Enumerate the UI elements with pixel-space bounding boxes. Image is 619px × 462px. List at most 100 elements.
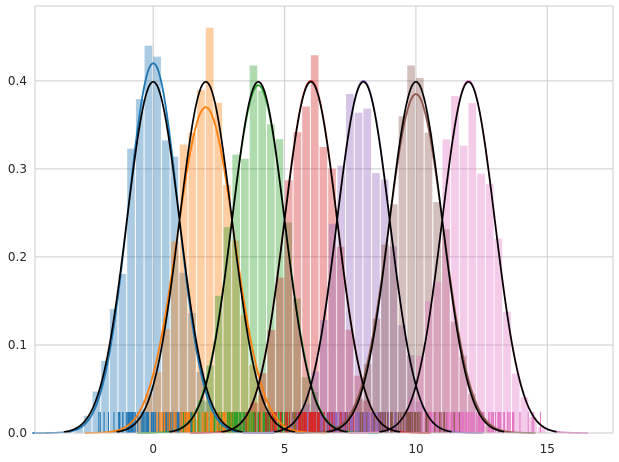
histogram-bar: [345, 329, 354, 433]
histogram-bar: [92, 391, 101, 433]
histogram-bar: [197, 89, 205, 433]
histogram-bar: [276, 277, 284, 433]
x-tick-label: 15: [540, 442, 555, 456]
histogram-bar: [372, 173, 380, 433]
histogram-bar: [249, 65, 258, 433]
histogram-bar: [266, 124, 275, 433]
histogram-bar: [293, 132, 302, 433]
histogram-bar: [389, 204, 398, 433]
kde-curve: [32, 62, 275, 434]
histogram-bar: [450, 321, 459, 433]
histogram-bar: [240, 315, 249, 433]
normal-pdf-curve: [168, 80, 348, 433]
histogram-bar: [389, 246, 398, 433]
histogram-bar: [267, 329, 276, 433]
histogram-bar: [310, 55, 319, 434]
histogram-bar: [433, 202, 441, 433]
histogram-bar: [258, 90, 266, 433]
histogram-bar: [354, 112, 363, 433]
histogram-bar: [416, 355, 425, 433]
histogram-bar: [459, 355, 467, 433]
histogram-bar: [101, 360, 109, 433]
histogram-bar: [205, 27, 214, 433]
histogram-bar: [188, 132, 197, 433]
histogram-bar: [381, 244, 389, 433]
histogram-bar: [75, 426, 83, 433]
kde-curve: [84, 106, 327, 434]
histogram-bar: [118, 273, 127, 433]
normal-pdf-curves: [63, 80, 557, 433]
histogram-bar: [232, 154, 240, 433]
y-tick-label: 0.4: [8, 74, 27, 88]
y-tick-label: 0.3: [8, 162, 27, 176]
histogram-bar: [205, 401, 213, 433]
histogram-bar: [398, 116, 407, 433]
histogram-bar: [161, 140, 170, 434]
histogram-bar: [425, 301, 433, 433]
histogram-bar: [187, 313, 196, 433]
histogram-series: [232, 55, 388, 434]
histogram-bar: [485, 184, 494, 433]
x-tick-label: 5: [281, 442, 289, 456]
y-tick-label: 0.0: [8, 426, 27, 440]
histogram-series: [127, 27, 283, 434]
histogram-bar: [520, 397, 529, 433]
normal-pdf-curve: [326, 80, 505, 433]
histogram-bar: [302, 106, 310, 433]
histogram-bar: [451, 96, 459, 433]
histogram-bar: [441, 229, 450, 433]
histogram-bar: [301, 377, 310, 433]
histogram-bar: [337, 165, 346, 433]
histogram-bar: [249, 365, 257, 433]
histogram-bar: [424, 417, 432, 433]
histogram-bar: [170, 156, 179, 433]
histogram-bar: [468, 103, 477, 433]
x-tick-label: 10: [408, 442, 423, 456]
histogram-bar: [424, 132, 433, 433]
histogram-bar: [153, 56, 161, 433]
histogram-bar: [136, 414, 145, 433]
histogram-bar: [319, 146, 328, 434]
histogram-bar: [144, 45, 153, 434]
histogram-bar: [380, 179, 389, 433]
histogram-bar: [109, 309, 118, 433]
plot-frame: [34, 5, 614, 434]
histogram-bar: [406, 355, 415, 433]
histogram-bar: [231, 240, 240, 433]
histogram-bar: [222, 425, 231, 433]
histogram-bar: [336, 246, 345, 433]
histogram-bar: [537, 427, 546, 433]
histogram-bar: [284, 180, 293, 433]
histogram-bar: [135, 99, 144, 433]
histogram-bar: [346, 93, 354, 434]
histogram-bar: [477, 173, 485, 433]
x-tick-label: 0: [149, 442, 157, 456]
y-tick-label: 0.1: [8, 338, 27, 352]
normal-pdf-curve: [221, 80, 401, 433]
histogram-bar: [415, 78, 424, 433]
histogram-bar: [257, 395, 266, 433]
histogram-bar: [494, 238, 503, 433]
x-axis-ticks: 0 5 10 15: [149, 442, 555, 456]
histogram-bar: [292, 298, 301, 433]
histogram-bar: [214, 295, 223, 433]
y-tick-label: 0.2: [8, 250, 27, 264]
histogram-bar: [371, 416, 380, 433]
histogram-bar: [171, 241, 179, 433]
histogram-bar: [258, 373, 267, 433]
histogram-series: [390, 96, 546, 434]
histogram-bar: [284, 222, 292, 433]
histogram-bar: [294, 415, 302, 433]
histogram-bar: [223, 227, 232, 433]
histogram-bar: [372, 318, 381, 433]
histogram-bar: [511, 373, 520, 433]
normal-pdf-curve: [63, 80, 243, 433]
histogram-bar: [529, 417, 537, 433]
histogram-bar: [363, 108, 372, 433]
rug-marks: [98, 412, 542, 433]
histogram-bar: [275, 139, 284, 433]
y-axis-ticks: 0.0 0.1 0.2 0.3 0.4: [8, 74, 27, 440]
histogram-bar: [197, 400, 206, 433]
histogram-bar: [442, 139, 451, 433]
